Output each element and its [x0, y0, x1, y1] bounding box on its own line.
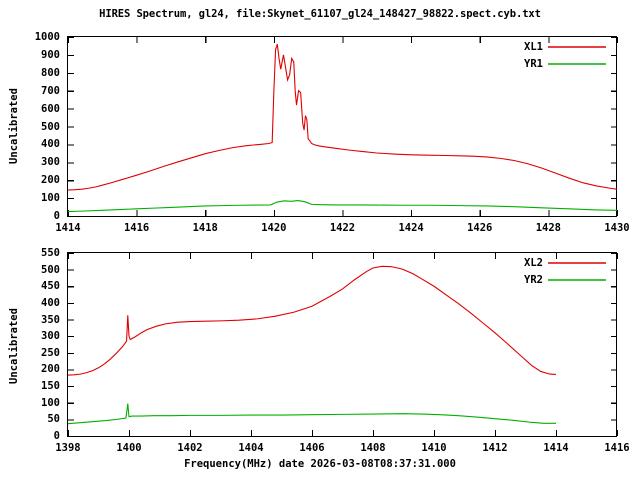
y-tick-label: 700	[41, 84, 60, 97]
y-tick-label: 0	[53, 210, 60, 222]
trace-yr1	[67, 200, 618, 213]
y-tick-label: 200	[41, 174, 60, 187]
x-tick-label: 1412	[482, 442, 508, 454]
y-tick-label: 550	[41, 247, 60, 259]
x-tick-label: 1416	[123, 222, 150, 234]
top-panel-frame	[66, 35, 618, 218]
x-tick-label: 1428	[535, 222, 562, 234]
y-tick-label: 50	[47, 413, 60, 426]
x-tick-label: 1420	[261, 222, 287, 234]
x-tick-label: 1414	[55, 222, 81, 234]
x-tick-label: 1400	[116, 442, 142, 454]
x-tick-label: 1430	[604, 222, 630, 234]
trace-yr2	[67, 403, 556, 425]
y-tick-label: 400	[41, 138, 60, 151]
x-tick-label: 1414	[543, 442, 569, 454]
x-tick-label: 1426	[467, 222, 493, 234]
legend-label-xl2: XL2	[524, 257, 543, 269]
y-tick-label: 500	[41, 120, 60, 133]
y-tick-label: 350	[41, 313, 60, 326]
legend-label-xl1: XL1	[524, 41, 543, 53]
y-tick-label: 200	[41, 363, 60, 376]
y-tick-label: 1000	[34, 31, 60, 43]
x-tick-label: 1418	[192, 222, 218, 234]
bottom-panel-frame	[66, 251, 618, 438]
x-tick-label: 1406	[299, 442, 325, 454]
x-tick-label: 1398	[55, 442, 81, 454]
y-tick-label: 150	[41, 380, 60, 393]
page-title: HIRES Spectrum, gl24, file:Skynet_61107_…	[99, 8, 541, 20]
x-axis-label: Frequency(MHz) date 2026-03-08T08:37:31.…	[184, 458, 456, 470]
x-tick-label: 1410	[421, 442, 447, 454]
y-tick-label: 100	[41, 192, 60, 205]
y-tick-label: 250	[41, 346, 60, 359]
y-tick-label: 450	[41, 280, 60, 293]
y-tick-label: 300	[41, 156, 60, 169]
y-tick-label: 900	[41, 48, 60, 61]
y-tick-label: 100	[41, 396, 60, 409]
y-tick-label: 300	[41, 330, 60, 343]
x-tick-label: 1402	[177, 442, 203, 454]
legend-label-yr1: YR1	[524, 58, 543, 70]
x-tick-label: 1408	[360, 442, 386, 454]
trace-xl2	[67, 265, 557, 376]
x-tick-label: 1404	[238, 442, 264, 454]
y-tick-label: 0	[53, 430, 60, 442]
x-tick-label: 1424	[398, 222, 424, 234]
legend-label-yr2: YR2	[524, 274, 543, 286]
y-tick-label: 400	[41, 296, 60, 309]
x-tick-label: 1416	[604, 442, 630, 454]
y-tick-label: 800	[41, 66, 60, 79]
x-tick-label: 1422	[329, 222, 356, 234]
y-tick-label: 500	[41, 263, 60, 276]
y-tick-label: 600	[41, 102, 60, 115]
trace-xl1	[67, 43, 618, 191]
